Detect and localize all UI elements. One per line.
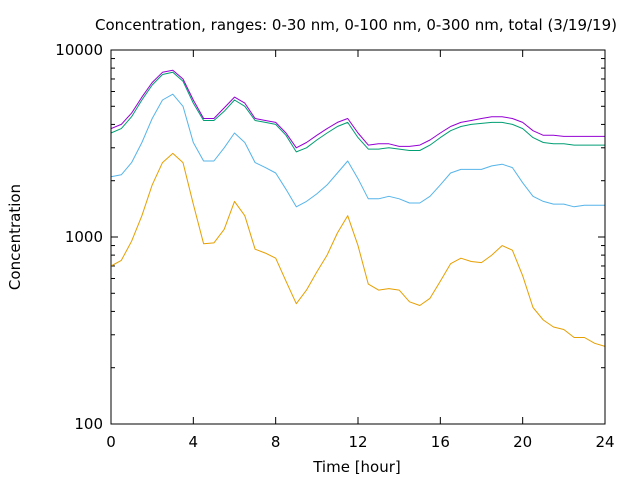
series-line-1 <box>110 69 605 149</box>
axis-ticks: 0 4 8 12 16 20 24 100 1000 10000 <box>55 41 614 451</box>
y-axis-label: Concentration <box>6 184 24 290</box>
x-tick-label: 4 <box>189 433 199 451</box>
y-tick-label: 10000 <box>55 41 103 59</box>
x-tick-label: 0 <box>106 433 116 451</box>
x-tick-label: 12 <box>348 433 367 451</box>
x-axis-label: Time [hour] <box>312 458 401 476</box>
series-line-3 <box>110 93 605 208</box>
series-lines <box>110 69 606 347</box>
y-tick-label: 100 <box>74 415 103 433</box>
y-tick-label: 1000 <box>65 228 103 246</box>
x-tick-label: 20 <box>513 433 532 451</box>
series-line-4 <box>110 152 606 347</box>
plot-frame <box>110 49 606 425</box>
chart-title: Concentration, ranges: 0-30 nm, 0-100 nm… <box>95 16 617 34</box>
x-tick-label: 8 <box>271 433 281 451</box>
x-tick-label: 24 <box>595 433 614 451</box>
x-tick-label: 16 <box>431 433 450 451</box>
series-line-2 <box>110 71 605 153</box>
